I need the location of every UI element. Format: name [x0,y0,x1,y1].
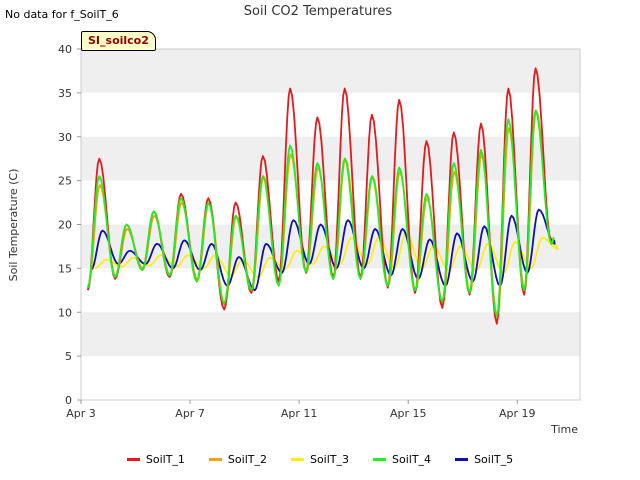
legend-swatch [290,458,304,461]
legend-label: SoilT_3 [309,453,350,466]
x-tick-label: Apr 11 [281,407,318,420]
grid-band [81,136,580,181]
y-tick-label: 30 [58,131,72,144]
x-tick-label: Apr 7 [175,407,205,420]
y-tick-label: 5 [65,350,72,363]
y-tick-label: 0 [65,394,72,407]
legend-swatch [126,458,140,461]
y-axis: 0 5 10 15 20 25 30 35 40 [58,43,81,407]
legend: SoilT_1 SoilT_2 SoilT_3 SoilT_4 SoilT_5 [0,453,640,466]
legend-label: SoilT_5 [474,453,514,466]
legend-swatch [373,458,387,461]
y-tick-label: 10 [58,306,72,319]
grid-band [81,312,580,357]
legend-item: SoilT_4 [373,453,431,466]
legend-item: SoilT_3 [290,453,350,466]
grid-bands [81,49,580,357]
x-axis-label: Time [550,423,578,436]
x-tick-label: Apr 19 [499,407,536,420]
y-tick-label: 20 [58,219,72,232]
site-badge: SI_soilco2 [81,31,156,51]
series-lines [86,67,559,325]
y-tick-label: 25 [58,175,72,188]
legend-item: SoilT_2 [208,453,267,466]
x-axis: Apr 3 Apr 7 Apr 11 Apr 15 Apr 19 [66,400,536,420]
y-tick-label: 35 [58,87,72,100]
x-tick-label: Apr 3 [66,407,96,420]
legend-label: SoilT_4 [392,453,432,466]
grid-band [81,49,580,93]
legend-swatch [208,458,222,461]
legend-label: SoilT_2 [227,453,267,466]
x-tick-label: Apr 15 [390,407,427,420]
y-axis-label: Soil Temperature (C) [7,169,20,282]
legend-item: SoilT_1 [126,453,185,466]
no-data-note: No data for f_SoilT_6 [5,8,119,21]
y-tick-label: 15 [58,262,72,275]
chart-title: Soil CO2 Temperatures [244,4,393,19]
legend-swatch [455,458,469,461]
y-tick-label: 40 [58,43,72,56]
legend-label: SoilT_1 [145,453,185,466]
legend-item: SoilT_5 [455,453,513,466]
series-line-soilt-4 [86,109,555,318]
series-line-soilt-1 [86,67,555,325]
